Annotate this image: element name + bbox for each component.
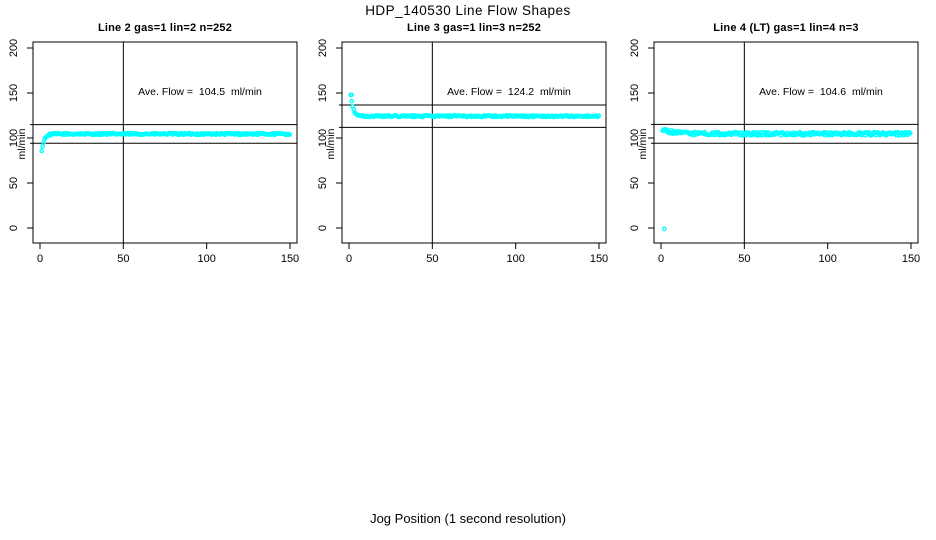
plot-box — [341, 41, 607, 244]
y-tick-label: 50 — [317, 176, 329, 190]
y-tick-label: 200 — [8, 38, 20, 58]
x-tick-label: 0 — [36, 253, 44, 265]
panel-title: Line 4 (LT) gas=1 lin=4 n=3 — [713, 22, 859, 34]
y-tick-label: 100 — [629, 128, 641, 148]
y-tick-label: 0 — [317, 224, 329, 232]
figure-title: HDP_140530 Line Flow Shapes — [365, 3, 571, 18]
y-tick-label: 0 — [8, 224, 20, 232]
x-tick-label: 0 — [345, 253, 353, 265]
x-tick-label: 50 — [738, 253, 751, 265]
x-tick-label: 50 — [117, 253, 130, 265]
y-tick-label: 150 — [629, 83, 641, 103]
ave-flow-annotation: Ave. Flow = 104.5 ml/min — [138, 86, 262, 98]
plot-canvas — [336, 41, 607, 249]
plot-canvas — [27, 41, 298, 249]
x-tick-label: 0 — [657, 253, 665, 265]
panel-title: Line 3 gas=1 lin=3 n=252 — [406, 22, 542, 34]
plot-box — [32, 41, 298, 244]
x-tick-label: 100 — [197, 253, 216, 265]
y-tick-label: 150 — [317, 83, 329, 103]
y-tick-label: 50 — [629, 176, 641, 190]
y-tick-label: 50 — [8, 176, 20, 190]
panel-line3: Line 3 gas=1 lin=3 n=252 Ave. Flow = 124… — [309, 22, 614, 272]
x-tick-label: 150 — [589, 253, 609, 265]
panel-line4: Line 4 (LT) gas=1 lin=4 n=3 Ave. Flow = … — [621, 22, 926, 272]
x-tick-label: 100 — [506, 253, 525, 265]
y-tick-label: 0 — [629, 224, 641, 232]
scatter-points — [348, 92, 602, 120]
x-tick-label: 150 — [280, 253, 300, 265]
x-tick-label: 50 — [426, 253, 439, 265]
x-tick-label: 100 — [818, 253, 837, 265]
x-tick-label: 150 — [901, 253, 921, 265]
x-axis-label: Jog Position (1 second resolution) — [370, 511, 566, 526]
y-tick-label: 200 — [317, 38, 329, 58]
plot-box — [653, 41, 919, 244]
y-tick-label: 150 — [8, 83, 20, 103]
ave-flow-annotation: Ave. Flow = 104.6 ml/min — [759, 86, 883, 98]
panel-title: Line 2 gas=1 lin=2 n=252 — [97, 22, 233, 34]
ave-flow-annotation: Ave. Flow = 124.2 ml/min — [447, 86, 571, 98]
y-tick-label: 200 — [629, 38, 641, 58]
scatter-points — [660, 126, 913, 232]
scatter-points — [39, 130, 293, 154]
panel-line2: Line 2 gas=1 lin=2 n=252 Ave. Flow = 104… — [0, 22, 305, 272]
y-tick-label: 100 — [8, 128, 20, 148]
plot-canvas — [648, 41, 919, 249]
y-tick-label: 100 — [317, 128, 329, 148]
